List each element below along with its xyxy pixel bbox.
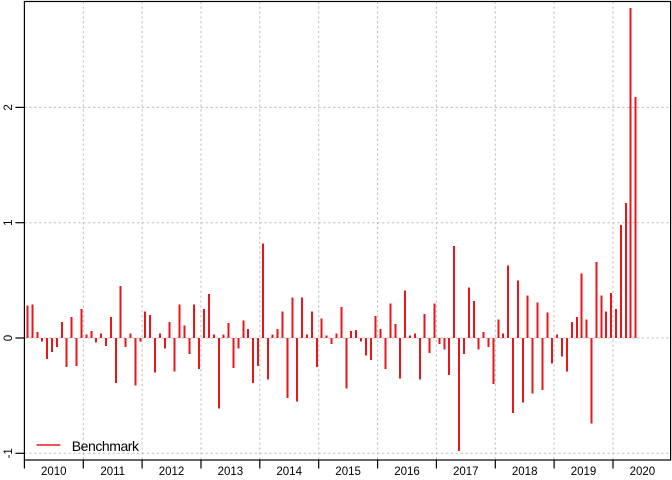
svg-text:2016: 2016 xyxy=(394,466,420,478)
svg-text:Benchmark: Benchmark xyxy=(72,438,140,454)
svg-text:2: 2 xyxy=(3,104,15,110)
svg-text:2018: 2018 xyxy=(512,466,538,478)
svg-text:2020: 2020 xyxy=(630,466,656,478)
svg-text:2014: 2014 xyxy=(276,466,302,478)
svg-text:2012: 2012 xyxy=(159,466,185,478)
svg-text:-1: -1 xyxy=(3,448,15,458)
svg-text:2013: 2013 xyxy=(218,466,244,478)
svg-text:2015: 2015 xyxy=(335,466,361,478)
svg-text:2017: 2017 xyxy=(453,466,479,478)
svg-text:2019: 2019 xyxy=(571,466,597,478)
svg-text:2010: 2010 xyxy=(41,466,67,478)
svg-text:2011: 2011 xyxy=(100,466,125,478)
svg-text:1: 1 xyxy=(3,219,15,225)
svg-text:0: 0 xyxy=(3,335,15,341)
